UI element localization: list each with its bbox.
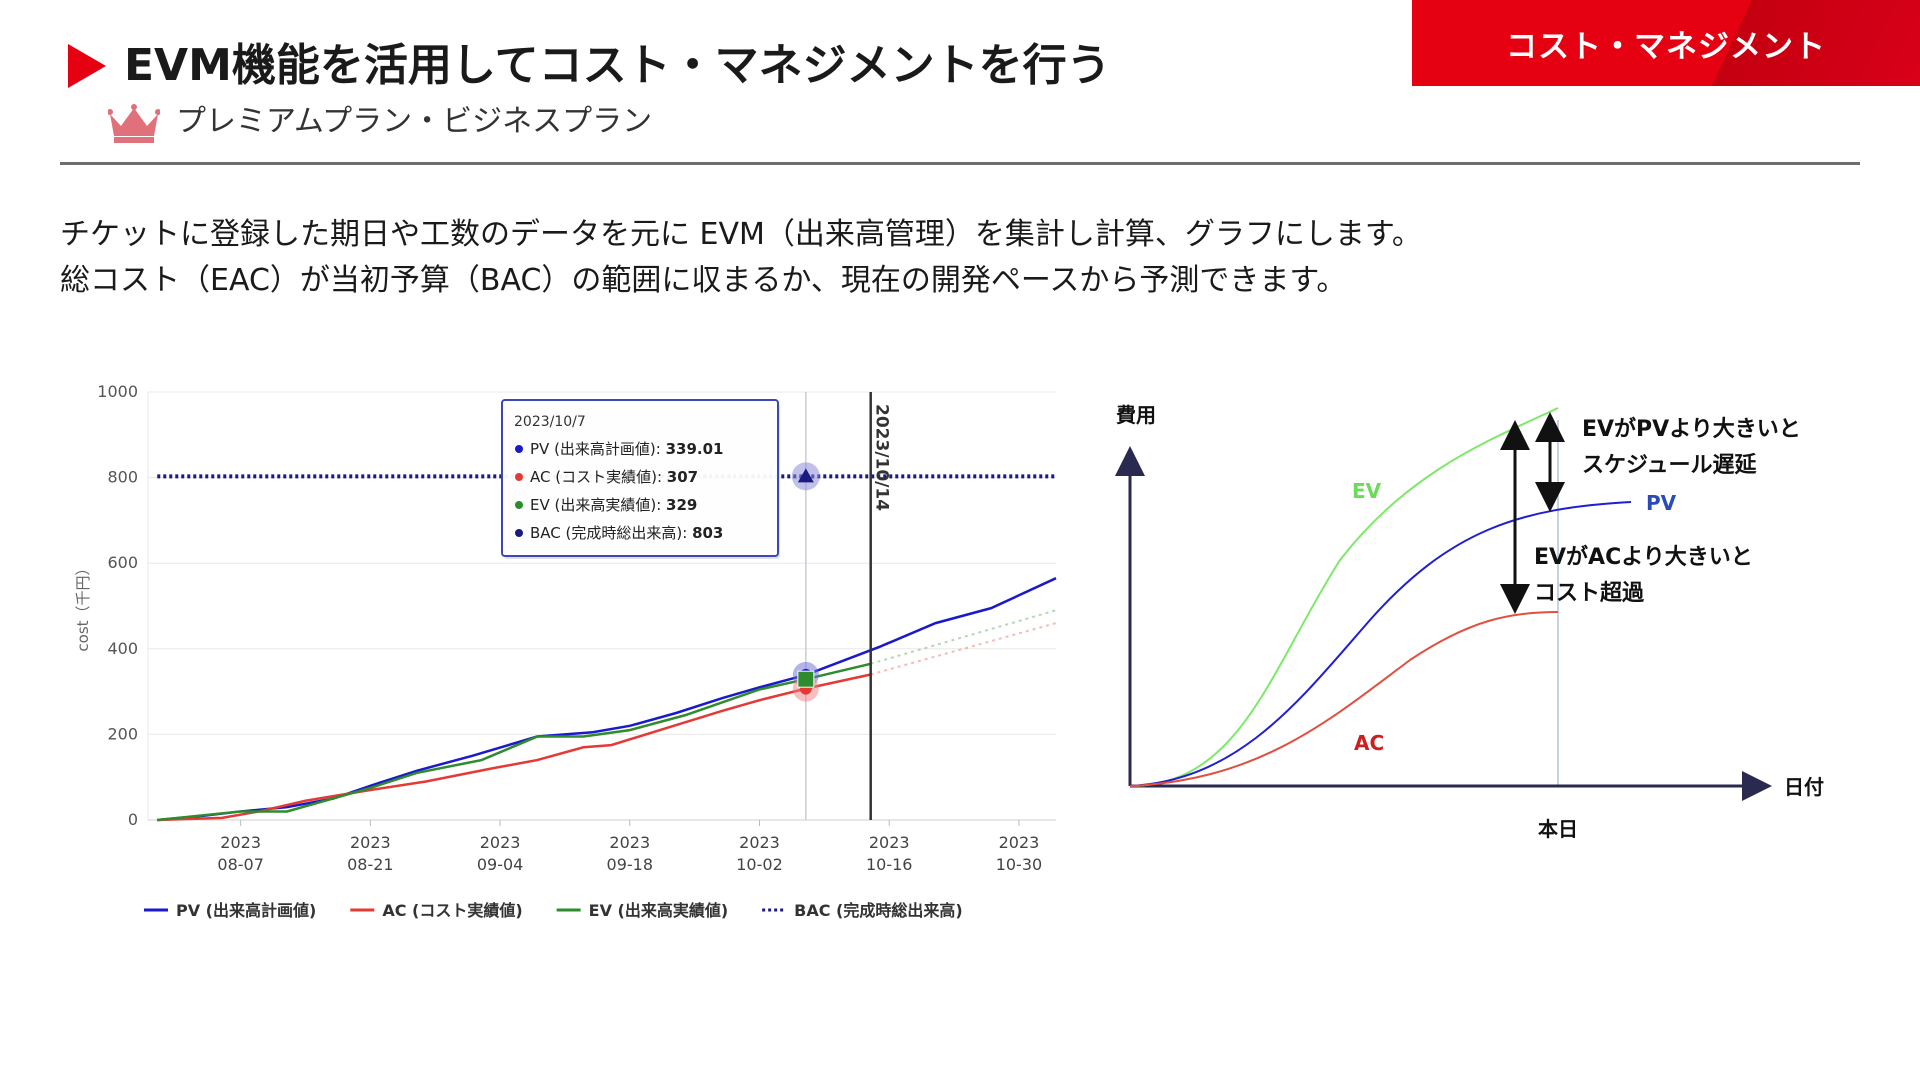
forecast-line-ev <box>870 609 1057 665</box>
y-tick-label: 600 <box>107 553 138 572</box>
tooltip-box <box>501 399 779 557</box>
cost-note-line-1: EVがACより大きいと <box>1534 544 1753 570</box>
hover-point-bac <box>797 468 814 483</box>
concept-x-axis-label: 日付 <box>1784 775 1824 799</box>
series-line-pv <box>157 577 1057 822</box>
tooltip-dot-pv <box>515 445 523 453</box>
schedule-note-line-1: EVがPVより大きいと <box>1582 416 1801 442</box>
tooltip-dot-bac <box>515 529 523 537</box>
x-tick-year: 2023 <box>869 833 910 852</box>
concept-ac-label: AC <box>1354 731 1384 755</box>
y-tick-label: 0 <box>128 810 138 829</box>
y-tick-label: 800 <box>107 468 138 487</box>
y-axis-title: cost（千円） <box>74 560 92 651</box>
x-tick-date: 08-07 <box>217 855 264 874</box>
category-badge: コスト・マネジメント <box>1412 0 1920 86</box>
concept-ev-label: EV <box>1352 479 1382 503</box>
x-tick-date: 10-30 <box>996 855 1042 874</box>
evm-chart: 0 200 400 600 800 1000 cost（千円） 2023 08-07 2023 08… <box>74 382 1057 920</box>
x-tick-date: 10-02 <box>736 855 783 874</box>
plan-label: プレミアムプラン・ビジネスプラン <box>176 104 653 139</box>
concept-ac-curve <box>1129 611 1559 787</box>
x-tick-year: 2023 <box>220 833 261 852</box>
x-tick-year: 2023 <box>480 833 521 852</box>
today-marker-label: 2023/10/14 <box>872 404 892 511</box>
tooltip-row-ev: EV (出来高実績値): 329 <box>530 496 697 514</box>
evm-concept-diagram: 費用 日付 本日 EV PV AC EVがPVより大きいと スケジュール遅延 E… <box>1115 403 1824 841</box>
x-tick-year: 2023 <box>739 833 780 852</box>
x-tick-date: 09-04 <box>477 855 524 874</box>
x-tick-date: 10-16 <box>866 855 913 874</box>
series-line-ac <box>157 673 871 822</box>
x-tick-year: 2023 <box>999 833 1040 852</box>
tooltip-dot-ev <box>515 501 523 509</box>
concept-pv-curve <box>1129 501 1632 787</box>
concept-ev-curve <box>1129 407 1559 787</box>
hover-point-ev <box>797 670 815 688</box>
y-tick-label: 400 <box>107 639 138 658</box>
tooltip-row-pv: PV (出来高計画値): 339.01 <box>530 440 724 458</box>
x-tick-date: 08-21 <box>347 855 394 874</box>
x-tick-date: 09-18 <box>607 855 654 874</box>
concept-today-label: 本日 <box>1538 817 1578 841</box>
divider <box>60 162 1860 165</box>
tooltip-dot-ac <box>515 473 523 481</box>
concept-y-axis-label: 費用 <box>1116 403 1156 427</box>
y-tick-label: 1000 <box>97 382 138 401</box>
cost-note-line-2: コスト超過 <box>1534 580 1645 606</box>
series-line-ev <box>157 662 871 822</box>
description-line-2: 総コスト（EAC）が当初予算（BAC）の範囲に収まるか、現在の開発ペースから予測… <box>60 263 1347 298</box>
tooltip-row-ac: AC (コスト実績値): 307 <box>530 468 698 486</box>
legend-label-ev: EV (出来高実績値) <box>589 901 729 920</box>
legend-label-bac: BAC (完成時総出来高) <box>794 901 963 920</box>
description-line-1: チケットに登録した期日や工数のデータを元に EVM（出来高管理）を集計し計算、グ… <box>60 217 1422 252</box>
title-arrow-icon <box>68 44 106 88</box>
tooltip-date: 2023/10/7 <box>514 414 586 430</box>
y-tick-label: 200 <box>107 724 138 743</box>
page-title: EVM機能を活用してコスト・マネジメントを行う <box>124 40 1111 91</box>
tooltip-row-bac: BAC (完成時総出来高): 803 <box>530 524 723 542</box>
legend-label-ac: AC (コスト実績値) <box>382 901 522 920</box>
crown-icon <box>108 104 160 143</box>
legend-label-pv: PV (出来高計画値) <box>176 901 316 920</box>
x-tick-year: 2023 <box>609 833 650 852</box>
x-tick-year: 2023 <box>350 833 391 852</box>
concept-pv-label: PV <box>1646 491 1677 515</box>
schedule-note-line-2: スケジュール遅延 <box>1582 453 1757 478</box>
